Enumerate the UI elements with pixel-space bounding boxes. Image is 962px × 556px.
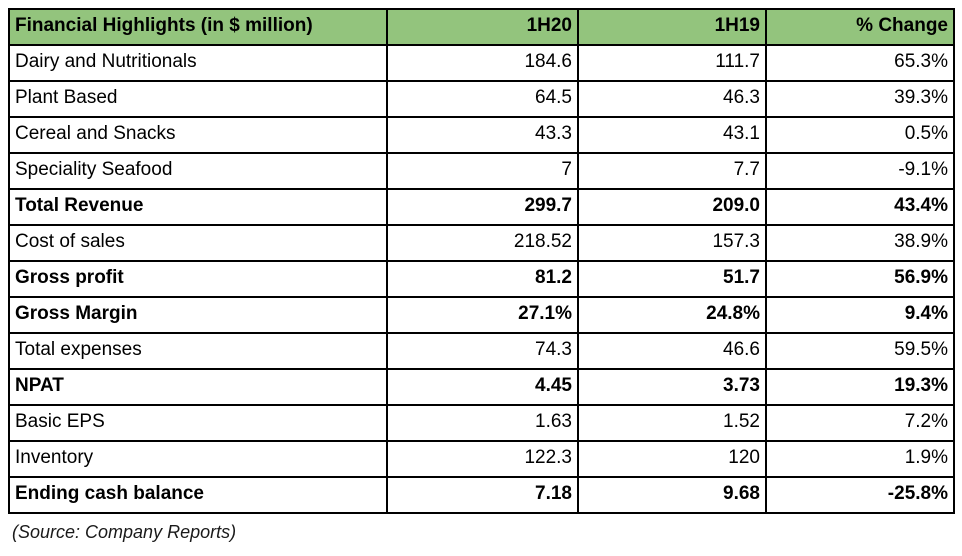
table-row: Gross profit 81.2 51.7 56.9% [8, 260, 955, 298]
value-1h20-cell: 4.45 [386, 368, 579, 406]
table-row: Basic EPS 1.63 1.52 7.2% [8, 404, 955, 442]
row-label-cell: Total Revenue [8, 188, 388, 226]
row-label-cell: Cost of sales [8, 224, 388, 262]
pct-change-cell: 0.5% [765, 116, 955, 154]
row-label-cell: Dairy and Nutritionals [8, 44, 388, 82]
table-row: Cost of sales 218.52 157.3 38.9% [8, 224, 955, 262]
value-1h19-cell: 46.6 [577, 332, 767, 370]
value-1h20-cell: 218.52 [386, 224, 579, 262]
pct-change-cell: 39.3% [765, 80, 955, 118]
header-title-cell: Financial Highlights (in $ million) [8, 8, 388, 46]
row-label-cell: Basic EPS [8, 404, 388, 442]
value-1h20-cell: 122.3 [386, 440, 579, 478]
table-row: Plant Based 64.5 46.3 39.3% [8, 80, 955, 118]
value-1h19-cell: 51.7 [577, 260, 767, 298]
table-row: Cereal and Snacks 43.3 43.1 0.5% [8, 116, 955, 154]
table-row: Gross Margin 27.1% 24.8% 9.4% [8, 296, 955, 334]
header-1h20-cell: 1H20 [386, 8, 579, 46]
value-1h20-cell: 64.5 [386, 80, 579, 118]
value-1h20-cell: 7 [386, 152, 579, 190]
row-label-cell: Plant Based [8, 80, 388, 118]
pct-change-cell: 7.2% [765, 404, 955, 442]
row-label-cell: Gross profit [8, 260, 388, 298]
value-1h20-cell: 81.2 [386, 260, 579, 298]
row-label-cell: NPAT [8, 368, 388, 406]
value-1h19-cell: 1.52 [577, 404, 767, 442]
value-1h19-cell: 24.8% [577, 296, 767, 334]
header-row: Financial Highlights (in $ million) 1H20… [8, 8, 955, 46]
value-1h19-cell: 9.68 [577, 476, 767, 514]
financial-highlights-table: Financial Highlights (in $ million) 1H20… [8, 8, 955, 514]
table-row: Total Revenue 299.7 209.0 43.4% [8, 188, 955, 226]
row-label-cell: Speciality Seafood [8, 152, 388, 190]
pct-change-cell: 38.9% [765, 224, 955, 262]
value-1h20-cell: 27.1% [386, 296, 579, 334]
row-label-cell: Inventory [8, 440, 388, 478]
value-1h20-cell: 43.3 [386, 116, 579, 154]
row-label-cell: Cereal and Snacks [8, 116, 388, 154]
table-body: Dairy and Nutritionals 184.6 111.7 65.3% Pla… [8, 44, 955, 514]
value-1h19-cell: 7.7 [577, 152, 767, 190]
value-1h19-cell: 120 [577, 440, 767, 478]
row-label-cell: Ending cash balance [8, 476, 388, 514]
table-row: Inventory 122.3 120 1.9% [8, 440, 955, 478]
table-row: Ending cash balance 7.18 9.68 -25.8% [8, 476, 955, 514]
value-1h19-cell: 46.3 [577, 80, 767, 118]
value-1h20-cell: 7.18 [386, 476, 579, 514]
pct-change-cell: -9.1% [765, 152, 955, 190]
value-1h19-cell: 3.73 [577, 368, 767, 406]
header-1h19-cell: 1H19 [577, 8, 767, 46]
row-label-cell: Total expenses [8, 332, 388, 370]
source-note: (Source: Company Reports) [12, 522, 237, 542]
pct-change-cell: 19.3% [765, 368, 955, 406]
pct-change-cell: 59.5% [765, 332, 955, 370]
value-1h19-cell: 111.7 [577, 44, 767, 82]
table-row: Speciality Seafood 7 7.7 -9.1% [8, 152, 955, 190]
table-row: Dairy and Nutritionals 184.6 111.7 65.3% [8, 44, 955, 82]
value-1h19-cell: 209.0 [577, 188, 767, 226]
value-1h20-cell: 184.6 [386, 44, 579, 82]
pct-change-cell: 9.4% [765, 296, 955, 334]
table-row: NPAT 4.45 3.73 19.3% [8, 368, 955, 406]
pct-change-cell: -25.8% [765, 476, 955, 514]
value-1h19-cell: 157.3 [577, 224, 767, 262]
value-1h20-cell: 299.7 [386, 188, 579, 226]
row-label-cell: Gross Margin [8, 296, 388, 334]
header-pct-change-cell: % Change [765, 8, 955, 46]
pct-change-cell: 43.4% [765, 188, 955, 226]
pct-change-cell: 56.9% [765, 260, 955, 298]
value-1h20-cell: 1.63 [386, 404, 579, 442]
value-1h20-cell: 74.3 [386, 332, 579, 370]
pct-change-cell: 1.9% [765, 440, 955, 478]
pct-change-cell: 65.3% [765, 44, 955, 82]
value-1h19-cell: 43.1 [577, 116, 767, 154]
table-row: Total expenses 74.3 46.6 59.5% [8, 332, 955, 370]
